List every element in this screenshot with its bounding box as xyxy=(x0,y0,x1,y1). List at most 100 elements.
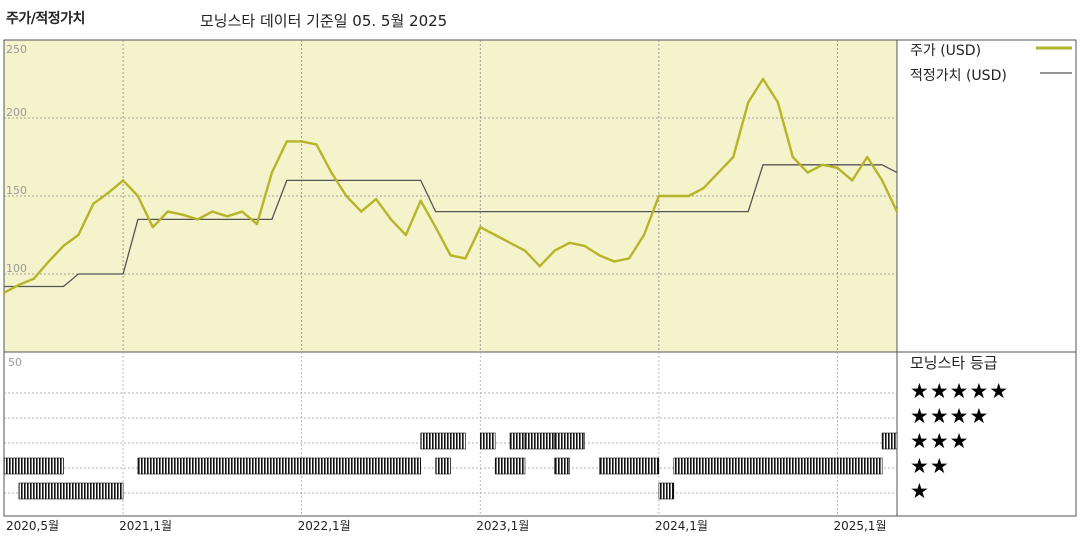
price-point xyxy=(136,194,140,198)
rating-bar xyxy=(18,482,124,500)
price-point xyxy=(642,233,646,237)
y-tick-label: 100 xyxy=(6,262,27,275)
rating-title: 모닝스타 등급 xyxy=(910,354,998,372)
rating-bar xyxy=(479,432,496,450)
price-point xyxy=(92,202,95,205)
price-point xyxy=(479,226,482,229)
chart-subtitle: 모닝스타 데이터 기준일 05. 5월 2025 xyxy=(200,12,448,30)
price-point xyxy=(226,215,229,218)
price-point xyxy=(627,257,631,260)
price-point xyxy=(538,265,541,268)
price-point xyxy=(717,171,720,174)
price-point xyxy=(568,241,571,244)
price-point xyxy=(181,213,184,216)
price-point xyxy=(821,163,824,166)
price-point xyxy=(374,197,378,201)
price-point xyxy=(345,194,348,198)
price-point xyxy=(315,143,318,146)
price-point xyxy=(300,140,303,143)
x-tick-label: 2024,1월 xyxy=(655,519,708,533)
rating-bar xyxy=(598,457,660,475)
price-point xyxy=(62,244,65,248)
price-point xyxy=(32,277,35,280)
price-point xyxy=(598,254,601,257)
price-point xyxy=(851,179,854,182)
price-point xyxy=(464,257,467,260)
price-point xyxy=(508,241,512,244)
price-point xyxy=(866,155,869,159)
rating-row-1-star: ★ xyxy=(910,479,930,503)
price-point xyxy=(240,210,244,213)
price-point xyxy=(880,179,884,182)
price-point xyxy=(657,194,661,198)
rating-axis-top-label: 50 xyxy=(8,356,22,369)
legend-fair-label: 적정가치 (USD) xyxy=(910,68,1007,84)
price-point xyxy=(196,218,199,221)
x-tick-label: 2023,1월 xyxy=(476,519,529,533)
rating-row-3-stars: ★★★ xyxy=(910,429,970,453)
fair-value-series-line xyxy=(4,164,898,288)
price-point xyxy=(672,194,675,198)
legend-price-label: 주가 (USD) xyxy=(910,43,982,59)
price-point xyxy=(255,222,259,226)
rating-bar xyxy=(3,457,64,475)
price-point xyxy=(583,244,586,248)
price-point xyxy=(494,233,497,237)
price-point xyxy=(360,210,363,213)
price-point xyxy=(761,77,765,81)
y-tick-label: 150 xyxy=(6,184,27,197)
rating-bar xyxy=(524,432,556,450)
rating-bar xyxy=(509,432,526,450)
price-point xyxy=(419,199,422,202)
price-point xyxy=(687,194,690,198)
price-point xyxy=(434,226,437,229)
y-tick-label: 200 xyxy=(6,106,27,119)
rating-bar xyxy=(554,457,570,475)
price-point xyxy=(2,291,6,294)
price-point xyxy=(151,226,154,229)
price-point xyxy=(47,260,50,263)
price-point xyxy=(895,210,899,213)
x-tick-label: 2021,1월 xyxy=(119,519,172,533)
price-point xyxy=(270,171,274,174)
price-point xyxy=(77,233,80,237)
x-tick-label: 2020,5월 xyxy=(6,519,59,533)
rating-bar xyxy=(494,457,526,475)
price-point xyxy=(17,283,21,287)
x-tick-label: 2022,1월 xyxy=(298,519,351,533)
rating-bar xyxy=(554,432,585,450)
price-point xyxy=(776,101,780,104)
price-point xyxy=(791,155,794,159)
price-point xyxy=(404,233,408,237)
rating-bar xyxy=(420,432,466,450)
price-point xyxy=(330,171,333,174)
price-point xyxy=(702,187,705,190)
price-point xyxy=(747,101,750,104)
rating-bar xyxy=(137,457,421,475)
rating-row-4-stars: ★★★★ xyxy=(910,404,990,428)
rating-bar xyxy=(673,457,883,475)
price-point xyxy=(166,210,169,213)
price-point xyxy=(806,171,809,174)
x-tick-label: 2025,1월 xyxy=(833,519,886,533)
price-point xyxy=(732,155,735,159)
y-tick-label: 250 xyxy=(6,43,27,56)
price-point xyxy=(836,166,839,170)
price-point xyxy=(107,191,110,195)
rating-bar xyxy=(881,432,898,450)
price-point xyxy=(449,254,452,257)
price-point xyxy=(121,179,125,182)
price-point xyxy=(285,140,288,143)
rating-row-5-stars: ★★★★★ xyxy=(910,379,1010,403)
price-point xyxy=(553,249,556,252)
rating-bar xyxy=(658,482,675,500)
rating-panel-border xyxy=(3,351,1077,517)
rating-bar xyxy=(435,457,451,475)
price-point xyxy=(523,249,527,252)
chart-left-title: 주가/적정가치 xyxy=(6,11,85,27)
price-point xyxy=(613,260,616,263)
rating-row-2-stars: ★★ xyxy=(910,454,950,478)
price-point xyxy=(211,210,214,213)
price-point xyxy=(389,218,393,221)
